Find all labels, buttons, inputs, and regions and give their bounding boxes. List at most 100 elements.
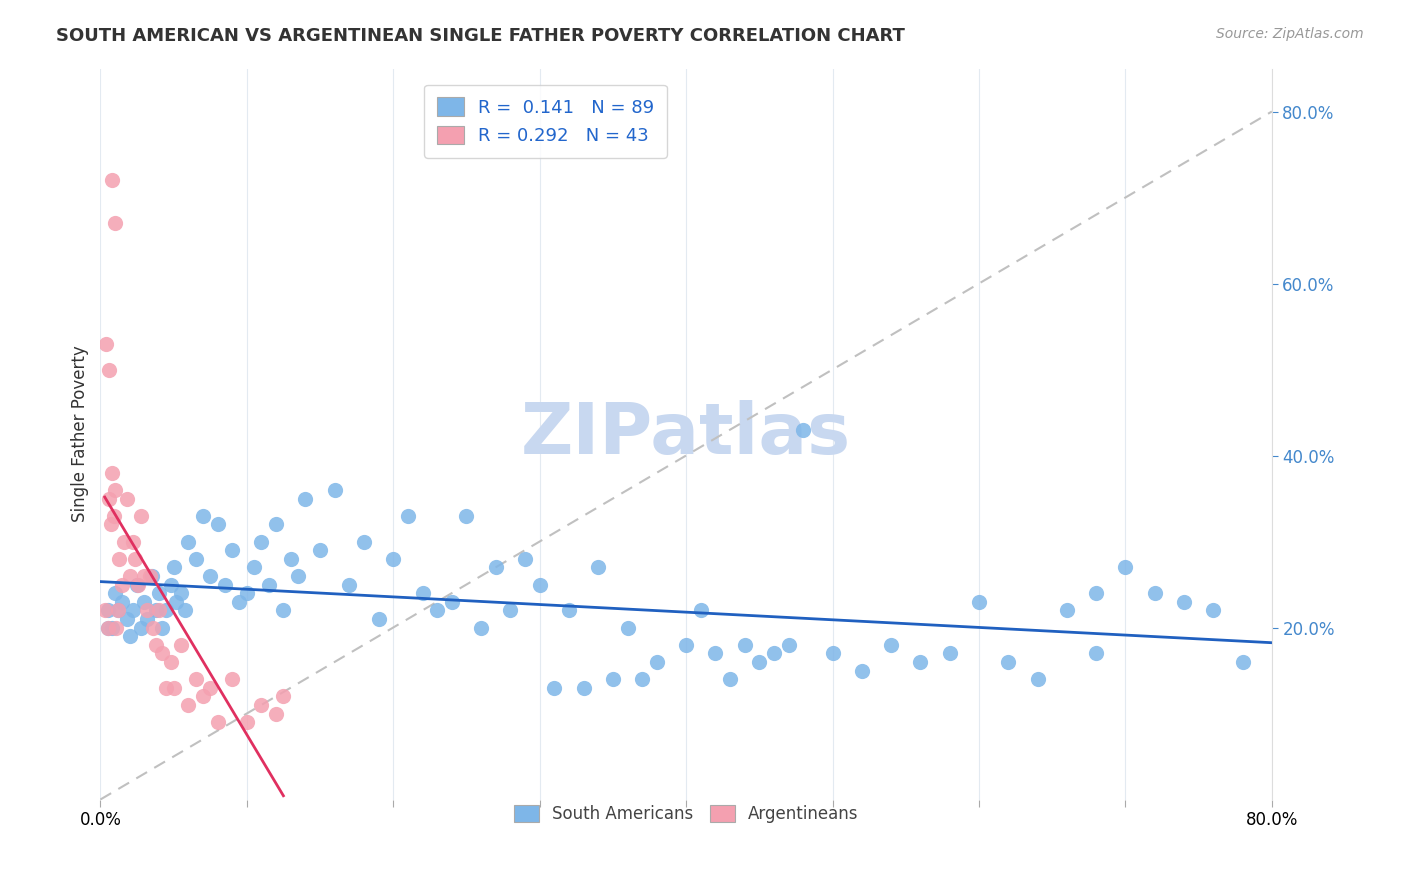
Point [115, 612, 138, 626]
Point [602, 672, 624, 686]
Text: Source: ZipAtlas.com: Source: ZipAtlas.com [1216, 27, 1364, 41]
Point [558, 603, 581, 617]
Point [1085, 586, 1108, 600]
Point [131, 508, 153, 523]
Point [675, 638, 697, 652]
Point [529, 577, 551, 591]
Point [127, 577, 149, 591]
Point [851, 664, 873, 678]
Point [142, 621, 165, 635]
Point [264, 517, 287, 532]
Point [243, 560, 266, 574]
Point [207, 715, 229, 730]
Point [337, 577, 360, 591]
Point [367, 612, 389, 626]
Point [103, 508, 125, 523]
Point [97, 621, 120, 635]
Point [121, 534, 143, 549]
Point [470, 621, 492, 635]
Point [880, 638, 903, 652]
Point [184, 672, 207, 686]
Point [177, 698, 200, 712]
Point [184, 551, 207, 566]
Point [105, 621, 128, 635]
Point [264, 706, 287, 721]
Point [250, 698, 273, 712]
Point [257, 577, 280, 591]
Point [141, 569, 163, 583]
Point [440, 595, 463, 609]
Point [221, 672, 243, 686]
Point [136, 603, 159, 617]
Point [214, 577, 236, 591]
Point [353, 534, 375, 549]
Point [1026, 672, 1049, 686]
Point [236, 586, 259, 600]
Point [792, 423, 814, 437]
Point [778, 638, 800, 652]
Point [131, 621, 153, 635]
Point [689, 603, 711, 617]
Point [1085, 646, 1108, 660]
Point [910, 655, 932, 669]
Point [412, 586, 434, 600]
Point [997, 655, 1019, 669]
Point [572, 681, 595, 695]
Point [134, 595, 156, 609]
Point [170, 586, 193, 600]
Point [748, 655, 770, 669]
Point [145, 638, 167, 652]
Point [104, 483, 127, 497]
Point [111, 577, 134, 591]
Point [821, 646, 844, 660]
Point [1232, 655, 1254, 669]
Point [98, 362, 121, 376]
Point [456, 508, 478, 523]
Point [198, 681, 221, 695]
Point [112, 534, 135, 549]
Point [323, 483, 346, 497]
Point [100, 517, 122, 532]
Point [97, 621, 120, 635]
Point [98, 491, 121, 506]
Point [704, 646, 727, 660]
Point [107, 603, 129, 617]
Point [426, 603, 449, 617]
Point [1056, 603, 1078, 617]
Point [273, 690, 295, 704]
Point [111, 595, 134, 609]
Point [101, 621, 124, 635]
Point [107, 603, 129, 617]
Point [734, 638, 756, 652]
Point [191, 690, 214, 704]
Point [1202, 603, 1225, 617]
Point [170, 638, 193, 652]
Point [101, 173, 124, 187]
Point [145, 603, 167, 617]
Point [221, 543, 243, 558]
Point [287, 569, 309, 583]
Text: ZIPatlas: ZIPatlas [522, 400, 851, 468]
Point [543, 681, 565, 695]
Point [162, 560, 184, 574]
Point [101, 466, 124, 480]
Y-axis label: Single Father Poverty: Single Father Poverty [72, 345, 89, 523]
Point [166, 595, 188, 609]
Point [118, 629, 141, 643]
Point [273, 603, 295, 617]
Point [93, 603, 115, 617]
Point [174, 603, 197, 617]
Point [396, 508, 419, 523]
Legend: South Americans, Argentineans: South Americans, Argentineans [502, 794, 870, 835]
Point [1173, 595, 1195, 609]
Point [762, 646, 785, 660]
Point [155, 603, 177, 617]
Point [115, 491, 138, 506]
Point [198, 569, 221, 583]
Point [718, 672, 741, 686]
Point [250, 534, 273, 549]
Point [125, 577, 148, 591]
Point [104, 216, 127, 230]
Point [382, 551, 405, 566]
Point [177, 534, 200, 549]
